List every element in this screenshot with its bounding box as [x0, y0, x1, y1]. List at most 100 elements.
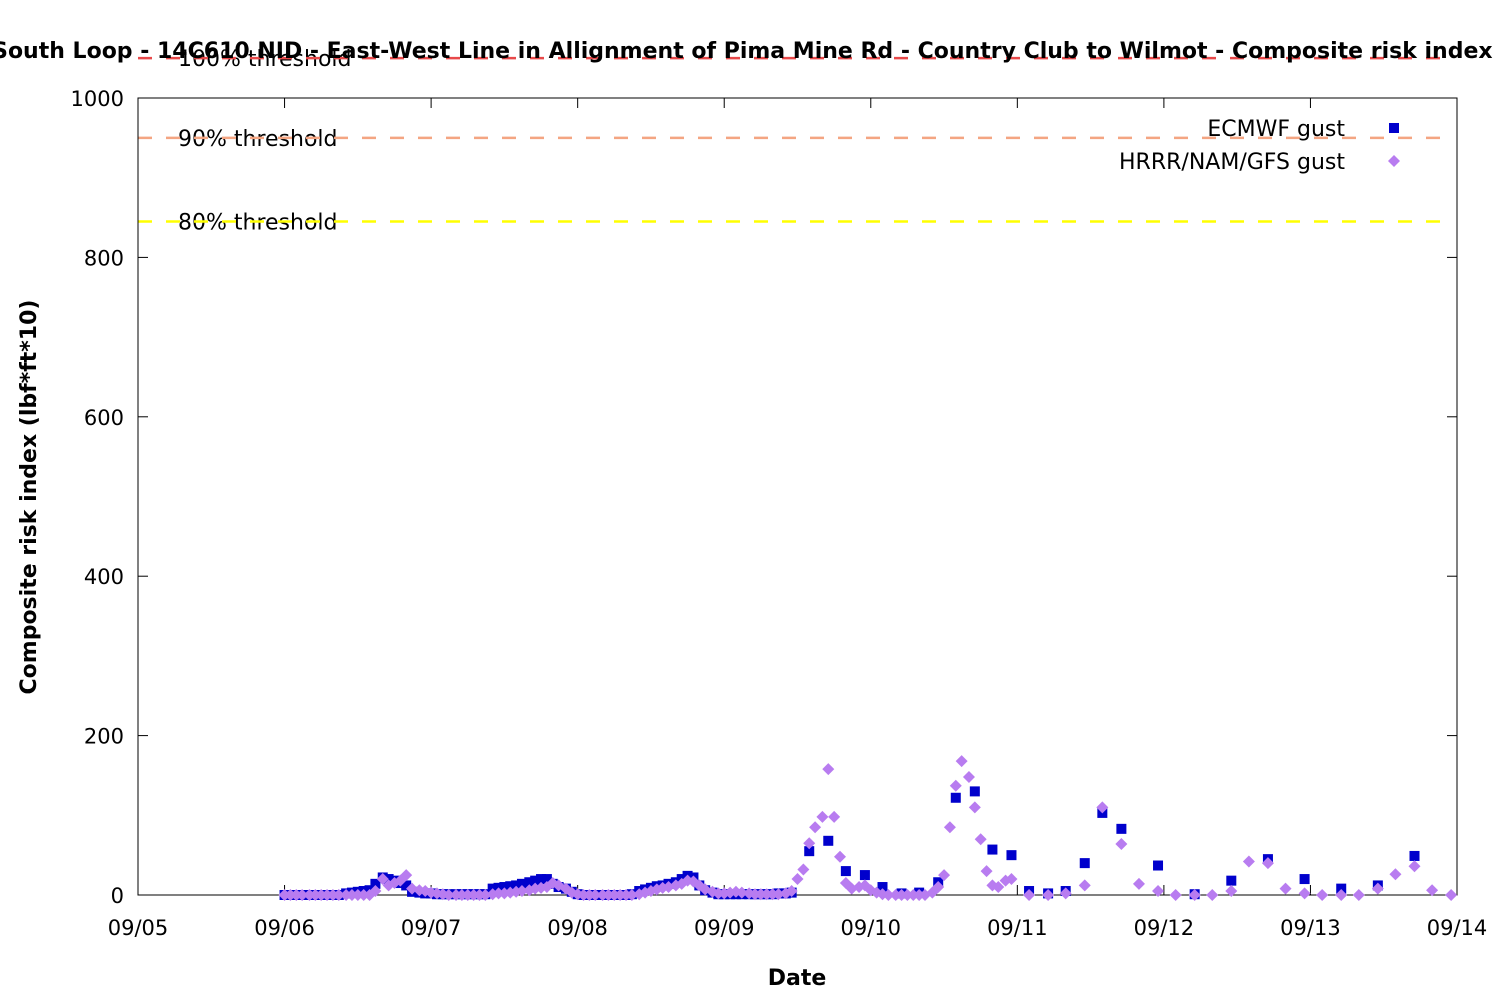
data-point	[1152, 885, 1165, 898]
legend-label: HRRR/NAM/GFS gust	[1119, 150, 1345, 175]
y-tick-label: 0	[111, 884, 124, 908]
data-point	[1079, 858, 1090, 869]
data-point	[882, 889, 895, 901]
x-tick-label: 09/11	[987, 916, 1048, 940]
y-tick-label: 200	[84, 725, 124, 749]
data-point	[1188, 889, 1201, 901]
data-point	[1298, 887, 1311, 900]
data-point	[816, 810, 829, 823]
data-point	[530, 875, 541, 886]
data-point	[499, 882, 510, 893]
data-point	[791, 873, 804, 886]
data-point	[541, 874, 552, 885]
data-point	[505, 881, 516, 892]
data-point	[955, 755, 968, 768]
data-point	[515, 885, 528, 898]
data-point	[332, 889, 345, 901]
chart-title: 1 - South Loop - 14C610 NID - East-West …	[0, 39, 1500, 64]
data-point	[803, 837, 816, 850]
data-point	[822, 763, 835, 776]
data-point	[1226, 875, 1237, 886]
data-point	[1153, 860, 1164, 871]
data-point	[1336, 883, 1347, 894]
x-tick-label: 09/14	[1427, 916, 1488, 940]
threshold-label: 80% threshold	[178, 211, 338, 236]
legend-label: ECMWF gust	[1207, 117, 1345, 142]
x-tick-label: 09/10	[841, 916, 902, 940]
data-point	[974, 833, 987, 846]
data-point	[1042, 889, 1055, 901]
data-point	[834, 850, 847, 863]
series-1	[278, 755, 1458, 901]
x-tick-label: 09/09	[694, 916, 755, 940]
data-point	[442, 889, 455, 901]
data-point	[524, 877, 535, 888]
x-axis-label: Date	[768, 966, 827, 991]
data-point	[625, 889, 638, 901]
data-point	[992, 881, 1005, 894]
data-point	[1335, 889, 1348, 901]
data-point	[772, 888, 785, 901]
data-point	[859, 870, 870, 881]
data-point	[1132, 877, 1145, 890]
data-point	[877, 882, 888, 893]
data-point	[1261, 857, 1274, 870]
data-point	[1409, 850, 1420, 861]
data-point	[1426, 884, 1439, 897]
data-point	[400, 869, 413, 882]
data-point	[536, 874, 547, 885]
data-point	[1389, 868, 1402, 881]
data-point	[1023, 889, 1036, 901]
data-point	[1115, 837, 1128, 850]
y-tick-label: 600	[84, 406, 124, 430]
data-point	[1169, 889, 1182, 901]
data-point	[932, 881, 945, 894]
data-point	[943, 821, 956, 834]
threshold-label: 100% threshold	[178, 47, 352, 72]
y-axis-label: Composite risk index (lbf*ft*10)	[17, 300, 42, 695]
legend: ECMWF gust HRRR/NAM/GFS gust	[1119, 117, 1400, 175]
y-tick-label: 800	[84, 246, 124, 270]
x-tick-label: 09/08	[547, 916, 608, 940]
data-point	[1096, 801, 1109, 814]
data-point	[1225, 885, 1238, 898]
x-tick-label: 09/06	[254, 916, 315, 940]
data-point	[804, 846, 815, 857]
data-point	[969, 786, 980, 797]
data-point	[1299, 874, 1310, 885]
data-point	[823, 835, 834, 846]
x-tick-label: 09/13	[1280, 916, 1341, 940]
data-point	[1352, 889, 1365, 901]
data-point	[1116, 823, 1127, 834]
data-point	[1006, 850, 1017, 861]
data-point	[1371, 882, 1384, 895]
data-point	[968, 801, 981, 814]
data-point	[1242, 855, 1255, 868]
data-point	[840, 866, 851, 877]
data-point	[1445, 889, 1458, 901]
data-point	[1059, 887, 1072, 900]
legend-marker	[1388, 155, 1400, 167]
x-tick-label: 09/05	[108, 916, 169, 940]
data-point	[980, 865, 993, 878]
data-point	[369, 885, 382, 898]
data-point	[1316, 889, 1329, 901]
axis-ticks: 09/05 09/06 09/07 09/08 09/09 09/10 09/11 09/12…	[71, 87, 1488, 940]
data-point	[809, 821, 822, 834]
data-point	[1408, 860, 1421, 873]
data-point	[987, 844, 998, 855]
data-point	[376, 873, 389, 886]
data-point	[511, 880, 522, 891]
data-point	[828, 810, 841, 823]
threshold-lines: 100% threshold 90% threshold 80% threshold	[138, 47, 1443, 236]
data-point	[1206, 889, 1219, 901]
data-point	[1078, 879, 1091, 892]
x-tick-label: 09/07	[401, 916, 462, 940]
data-point	[735, 886, 748, 899]
data-point	[370, 878, 381, 889]
plot-frame	[137, 97, 1458, 896]
data-point	[589, 889, 602, 901]
data-point	[479, 889, 492, 901]
data-point	[1279, 882, 1292, 895]
